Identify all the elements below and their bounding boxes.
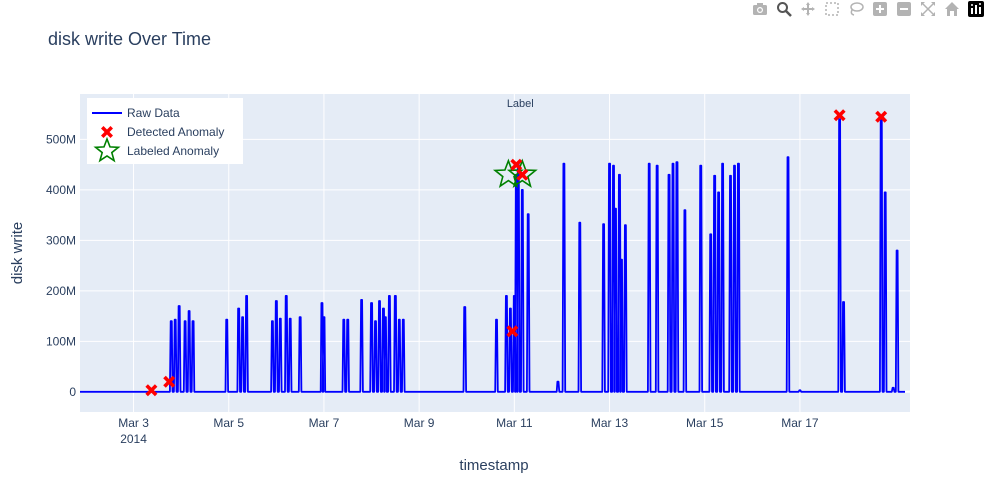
detected-anomaly-marker[interactable] — [506, 325, 519, 338]
legend[interactable]: Raw Data Detected Anomaly Labeled Anomaly — [87, 98, 243, 164]
x-tick-label: Mar 9 — [404, 416, 435, 430]
y-tick-label: 0 — [69, 385, 76, 399]
x-tick-label: Mar 7 — [309, 416, 340, 430]
x-axis-title: timestamp — [459, 457, 528, 474]
legend-detected-swatch[interactable] — [101, 126, 113, 138]
lasso-select-icon[interactable] — [847, 0, 865, 18]
zoom-in-icon[interactable] — [871, 0, 889, 18]
legend-item-label: Labeled Anomaly — [127, 144, 219, 158]
labeled-anomaly-marker[interactable] — [506, 158, 538, 188]
pan-icon[interactable] — [799, 0, 817, 18]
detected-anomaly-marker[interactable] — [516, 168, 529, 181]
autoscale-icon[interactable] — [919, 0, 937, 18]
legend-item-label: Detected Anomaly — [127, 125, 224, 139]
y-tick-label: 300M — [46, 233, 76, 247]
x-tick-label: Mar 13 — [591, 416, 629, 430]
detected-anomaly-marker[interactable] — [510, 158, 523, 171]
x-axis-ticks: Mar 3 2014 Mar 5 Mar 7 Mar 9 Mar 11 Mar 13 Mar … — [118, 416, 819, 446]
x-tick-sublabel: 2014 — [120, 432, 147, 446]
chart-title: disk write Over Time — [48, 29, 211, 49]
box-select-icon[interactable] — [823, 0, 841, 18]
detected-anomaly-marker[interactable] — [875, 110, 888, 123]
x-tick-label: Mar 15 — [686, 416, 724, 430]
legend-labeled-swatch[interactable] — [93, 136, 121, 163]
legend-box — [87, 98, 243, 164]
y-tick-label: 200M — [46, 284, 76, 298]
x-tick-label: Mar 17 — [781, 416, 819, 430]
series-layer — [80, 109, 905, 397]
zoom-out-icon[interactable] — [895, 0, 913, 18]
annotation-label: Label — [507, 98, 534, 110]
modebar — [751, 0, 985, 18]
y-tick-label: 400M — [46, 183, 76, 197]
y-axis-ticks: 0 100M 200M 300M 400M 500M — [46, 132, 76, 398]
y-axis-title: disk write — [9, 222, 26, 285]
zoom-icon[interactable] — [775, 0, 793, 18]
camera-icon[interactable] — [751, 0, 769, 18]
detected-anomaly-marker[interactable] — [163, 375, 176, 388]
x-tick-label: Mar 5 — [213, 416, 244, 430]
y-tick-label: 100M — [46, 334, 76, 348]
y-tick-label: 500M — [46, 132, 76, 146]
legend-item-label: Raw Data — [127, 106, 180, 120]
plotly-logo-icon[interactable] — [967, 0, 985, 18]
x-tick-label: Mar 3 — [118, 416, 149, 430]
detected-anomaly-marker[interactable] — [833, 109, 846, 122]
detected-anomaly-marker[interactable] — [145, 384, 158, 397]
x-tick-label: Mar 11 — [496, 416, 533, 430]
home-icon[interactable] — [943, 0, 961, 18]
